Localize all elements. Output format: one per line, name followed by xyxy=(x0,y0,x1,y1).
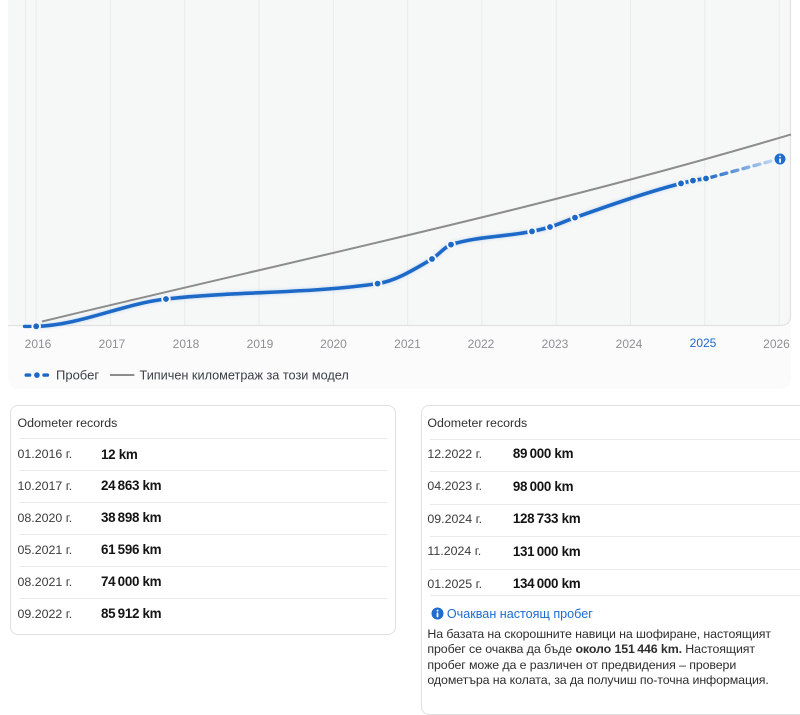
svg-text:2016: 2016 xyxy=(25,337,52,351)
svg-text:2023: 2023 xyxy=(542,337,569,351)
svg-text:2020: 2020 xyxy=(320,337,347,351)
svg-text:2022: 2022 xyxy=(468,337,495,351)
svg-text:2026: 2026 xyxy=(763,337,790,351)
svg-text:Типичен километраж за този мод: Типичен километраж за този модел xyxy=(140,369,349,383)
svg-text:2025: 2025 xyxy=(690,336,717,350)
svg-text:2019: 2019 xyxy=(247,337,274,351)
svg-text:2017: 2017 xyxy=(99,337,126,351)
svg-text:Пробег: Пробег xyxy=(56,368,99,383)
svg-text:2018: 2018 xyxy=(173,337,200,351)
svg-text:2024: 2024 xyxy=(616,337,643,351)
svg-text:2021: 2021 xyxy=(394,337,421,351)
